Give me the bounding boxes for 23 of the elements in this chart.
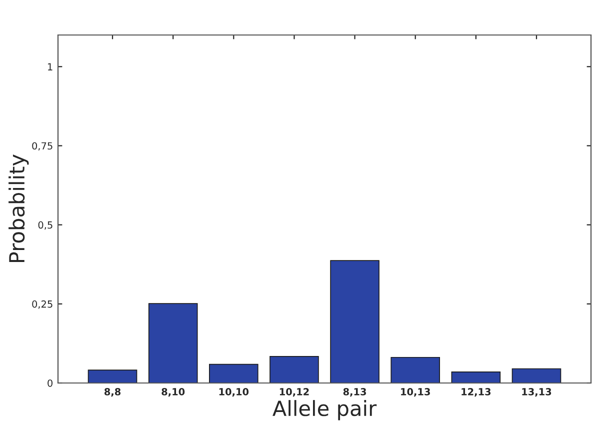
- bar: [512, 368, 562, 383]
- x-axis-title: Allele pair: [272, 400, 377, 420]
- bar: [390, 356, 440, 383]
- y-axis-title: Probability: [8, 154, 29, 262]
- x-tick-label: 13,13: [522, 388, 552, 397]
- bar: [330, 260, 380, 383]
- bar: [148, 303, 198, 383]
- x-tick-label: 8,8: [104, 388, 121, 397]
- bar: [88, 370, 138, 383]
- x-tick-label: 8,13: [343, 388, 366, 397]
- x-tick-label: 10,10: [219, 388, 249, 397]
- x-tick-label: 10,12: [280, 388, 309, 397]
- x-tick-label: 10,13: [401, 388, 430, 397]
- y-tick-label: 0: [48, 379, 52, 387]
- x-tick-label: 12,13: [462, 388, 491, 397]
- y-tick-label: 0,5: [38, 221, 52, 230]
- bar: [451, 372, 501, 383]
- bar: [270, 356, 319, 383]
- bar: [209, 364, 258, 383]
- y-tick-label: 0,25: [32, 300, 52, 309]
- y-tick-label: 0,75: [32, 142, 52, 151]
- x-tick-label: 8,10: [162, 388, 185, 397]
- y-tick-label: 1: [48, 63, 52, 70]
